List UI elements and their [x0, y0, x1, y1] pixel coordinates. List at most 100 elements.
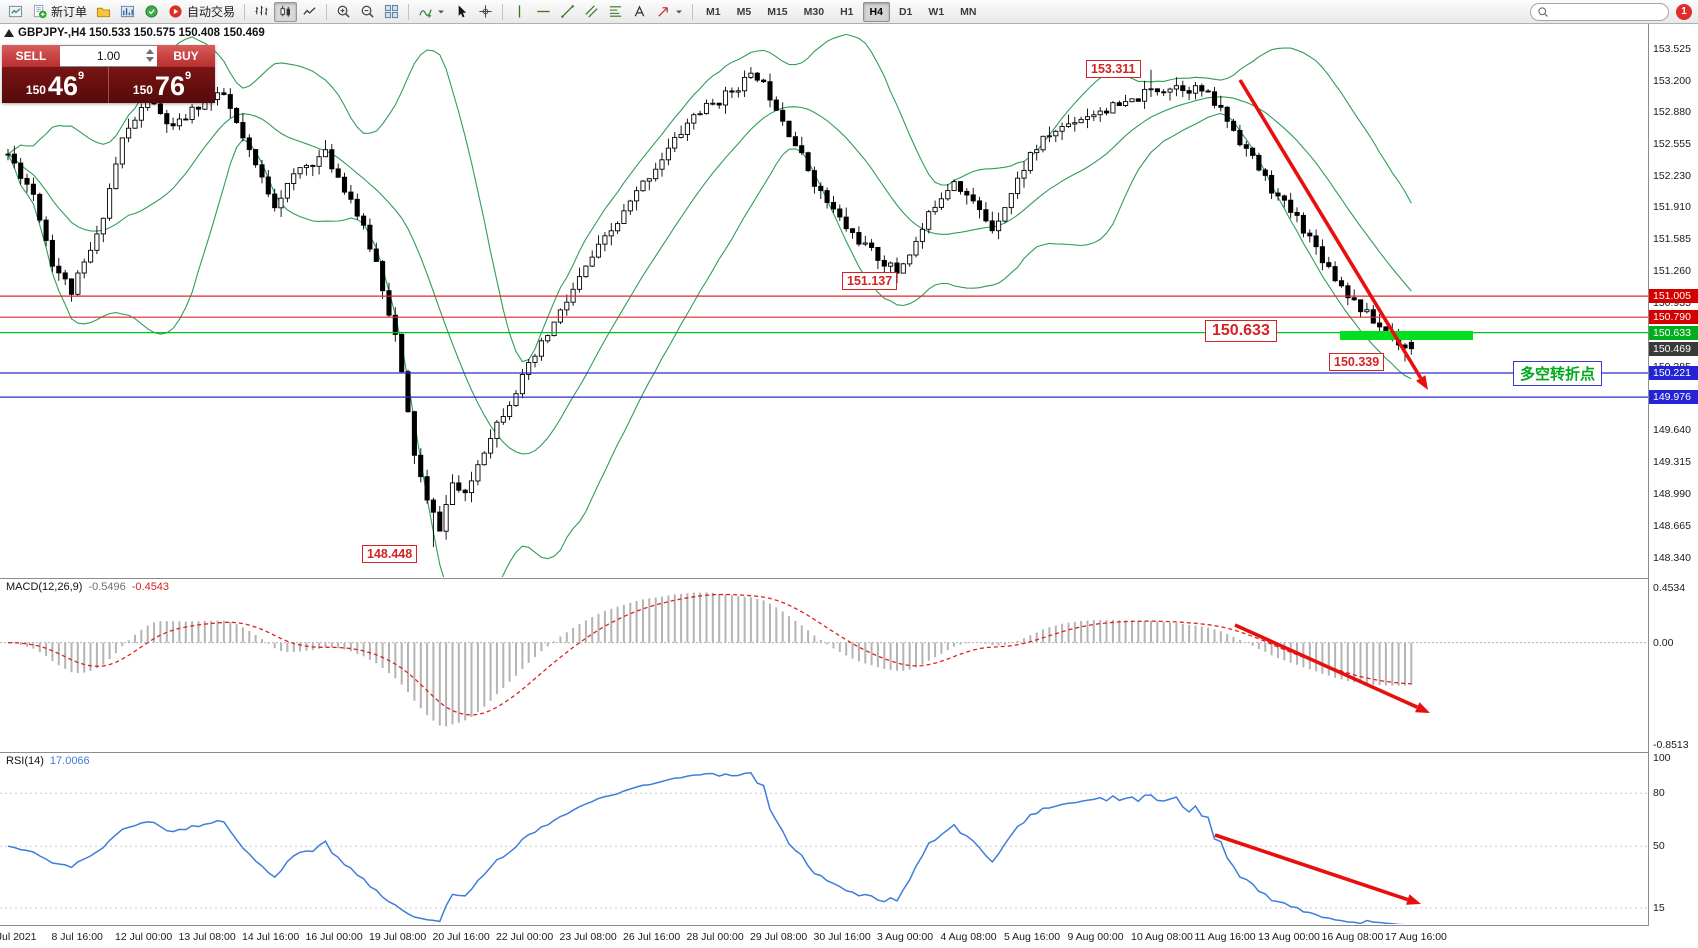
panel-separator[interactable]	[0, 578, 1698, 579]
timeframe-h4[interactable]: H4	[862, 1, 890, 22]
collapse-panel-icon[interactable]	[4, 29, 14, 37]
bar-chart-icon	[255, 5, 268, 16]
timeframe-m30[interactable]: M30	[803, 5, 825, 18]
line-chart-type-button[interactable]	[298, 2, 321, 22]
price-axis-label: 149.315	[1653, 455, 1691, 468]
horizontal-line-icon	[537, 10, 550, 13]
strategy-tester-button[interactable]	[140, 2, 163, 22]
time-axis-label: 13 Jul 08:00	[178, 931, 236, 943]
trendline-button[interactable]	[556, 2, 579, 22]
indicators-button[interactable]	[414, 2, 449, 22]
price-tag: 150.633	[1649, 325, 1698, 340]
market-watch-icon	[120, 5, 135, 18]
time-axis-label: 12 Jul 00:00	[115, 931, 173, 943]
price-callout[interactable]: 153.311	[1086, 60, 1141, 78]
crosshair-button[interactable]	[474, 2, 497, 22]
time-axis-label: 22 Jul 00:00	[496, 931, 554, 943]
time-axis-label: 17 Aug 16:00	[1385, 931, 1447, 943]
search-input[interactable]	[1552, 5, 1662, 18]
price-callout[interactable]: 150.633	[1205, 320, 1277, 342]
tile-windows-button[interactable]	[380, 2, 403, 22]
spinner-down-icon[interactable]	[146, 57, 154, 62]
time-axis-label: 16 Aug 08:00	[1321, 931, 1384, 943]
fibonacci-button[interactable]	[604, 2, 627, 22]
timeframe-m1[interactable]: M1	[706, 5, 721, 18]
rsi-axis-label: 80	[1653, 787, 1665, 800]
buy-price-sup: 9	[184, 70, 192, 82]
sell-price[interactable]: 150 46 9	[2, 67, 108, 103]
market-watch-button[interactable]	[116, 2, 139, 22]
spinner-up-icon[interactable]	[146, 49, 154, 54]
panel-separator[interactable]	[0, 752, 1698, 753]
one-click-trade-panel: SELL 1.00 BUY 150 46 9 150 76 9	[2, 45, 215, 103]
macd-axis-label: 0.4534	[1653, 582, 1686, 595]
vertical-line-icon	[518, 5, 521, 18]
sell-button[interactable]: SELL	[2, 45, 60, 67]
candle-chart-type-button[interactable]	[274, 1, 298, 22]
vertical-line-button[interactable]	[508, 2, 531, 22]
timeframe-mn[interactable]: MN	[960, 5, 977, 18]
buy-button[interactable]: BUY	[157, 45, 215, 67]
toolbar-separator	[502, 3, 504, 20]
rsi-label: RSI(14)	[6, 755, 44, 767]
price-tag: 150.790	[1649, 310, 1698, 325]
line-chart-icon	[303, 7, 316, 15]
macd-value: -0.5496	[88, 581, 126, 593]
profiles-button[interactable]	[92, 2, 115, 22]
annotation-note[interactable]: 多空转折点	[1513, 361, 1603, 386]
dropdown-caret-icon	[438, 10, 445, 13]
timeframe-w1[interactable]: W1	[928, 5, 945, 18]
price-axis[interactable]: 153.525 153.200 152.880 152.555 152.230 151.9…	[1649, 0, 1698, 948]
time-axis-label: 4 Aug 08:00	[940, 931, 997, 943]
price-callout[interactable]: 148.448	[362, 545, 418, 563]
timeframe-d1[interactable]: D1	[898, 5, 913, 18]
horizontal-line-button[interactable]	[532, 2, 555, 22]
sell-price-small: 150	[25, 83, 46, 97]
price-tag: 150.221	[1649, 366, 1698, 381]
cursor-button[interactable]	[450, 2, 473, 22]
volume-input[interactable]: 1.00	[60, 45, 157, 67]
arrows-tool-button[interactable]	[652, 2, 687, 22]
timeframe-m15[interactable]: M15	[767, 5, 788, 18]
candlestick-icon	[280, 5, 291, 17]
zoom-out-button[interactable]	[356, 2, 379, 22]
buy-price[interactable]: 150 76 9	[108, 67, 215, 103]
timeframe-h1[interactable]: H1	[840, 5, 854, 18]
zoom-in-button[interactable]	[332, 2, 355, 22]
price-axis-label: 148.665	[1653, 519, 1691, 532]
chart-window-button[interactable]	[4, 2, 27, 22]
text-tool-button[interactable]	[628, 2, 651, 22]
macd-label: MACD(12,26,9)	[6, 581, 83, 593]
symbol-search[interactable]	[1530, 2, 1669, 21]
bar-chart-type-button[interactable]	[250, 2, 273, 22]
time-axis-label: 28 Jul 00:00	[686, 931, 744, 943]
time-axis-label: 16 Jul 00:00	[305, 931, 363, 943]
price-axis-label: 149.640	[1653, 424, 1691, 437]
price-axis-border	[1648, 24, 1649, 925]
macd-axis-label: 0.00	[1653, 636, 1674, 649]
price-callout[interactable]: 150.339	[1329, 353, 1385, 371]
search-icon	[1538, 6, 1548, 17]
zoom-out-icon	[361, 5, 374, 18]
timeframe-m5[interactable]: M5	[736, 5, 752, 18]
volume-spinner[interactable]	[146, 49, 154, 62]
toolbar-separator	[408, 3, 410, 20]
sell-price-sup: 9	[77, 70, 85, 82]
toolbar-separator	[244, 3, 246, 20]
time-axis-label: 14 Jul 16:00	[242, 931, 300, 943]
autotrade-button[interactable]: 自动交易	[164, 2, 239, 22]
toolbar-separator	[692, 3, 694, 20]
price-axis-label: 153.525	[1653, 42, 1691, 55]
price-axis-label: 148.340	[1653, 551, 1691, 564]
autotrade-label: 自动交易	[187, 5, 236, 19]
timeframe-group: M1 M5 M15 M30 H1 H4 D1 W1 MN	[698, 1, 984, 22]
price-tag: 150.469	[1649, 341, 1698, 356]
time-axis[interactable]: 5 Jul 2021 8 Jul 16:00 12 Jul 00:00 13 Jul …	[0, 926, 1698, 948]
new-order-button[interactable]: 新订单	[28, 2, 91, 22]
rsi-axis-label: 50	[1653, 840, 1665, 853]
notification-badge[interactable]: 1	[1676, 3, 1692, 20]
chart-canvas[interactable]	[0, 0, 1648, 948]
price-axis-label: 152.555	[1653, 137, 1691, 150]
price-callout[interactable]: 151.137	[842, 272, 898, 290]
channel-button[interactable]	[580, 2, 603, 22]
